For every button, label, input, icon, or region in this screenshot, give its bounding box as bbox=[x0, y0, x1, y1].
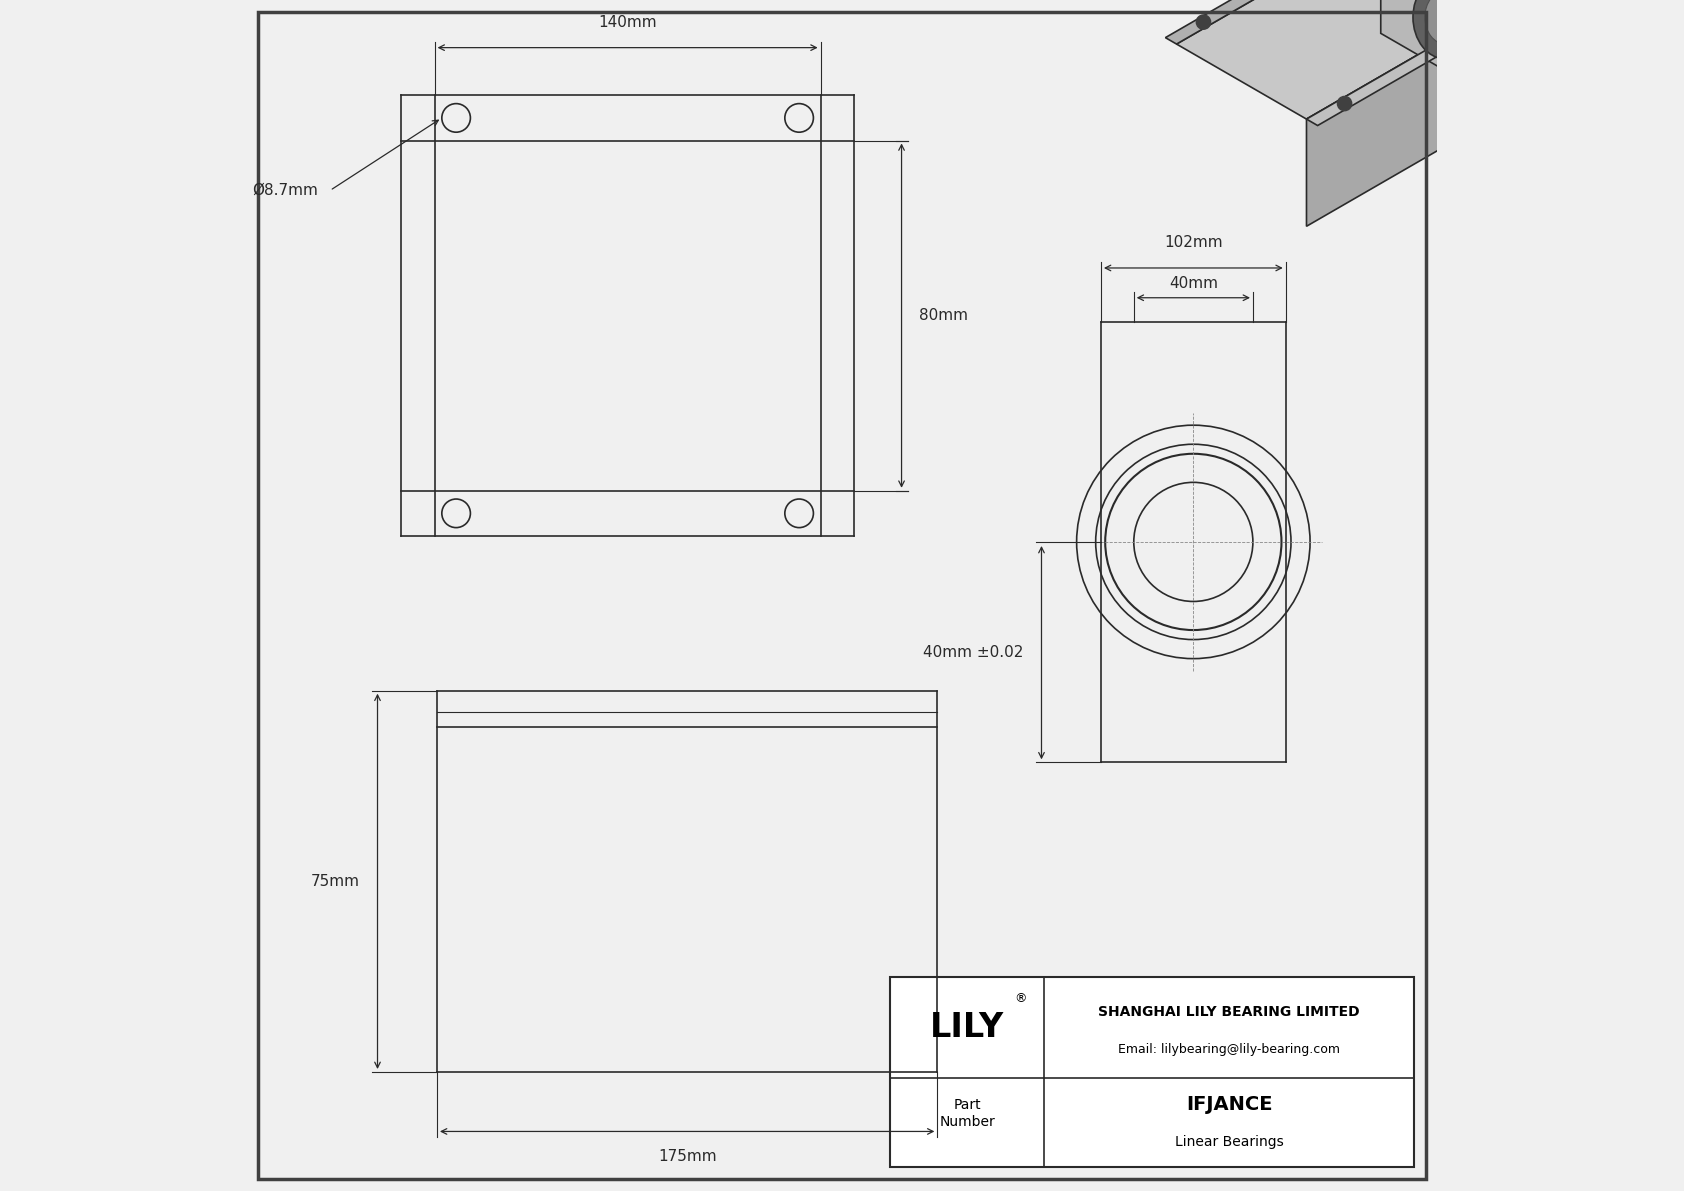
Circle shape bbox=[1196, 15, 1211, 30]
Text: Linear Bearings: Linear Bearings bbox=[1175, 1135, 1283, 1149]
Text: 40mm: 40mm bbox=[1169, 275, 1218, 291]
Text: IFJANCE: IFJANCE bbox=[1186, 1096, 1273, 1114]
Text: Email: lilybearing@lily-bearing.com: Email: lilybearing@lily-bearing.com bbox=[1118, 1043, 1340, 1056]
Polygon shape bbox=[1307, 1, 1522, 125]
Text: 80mm: 80mm bbox=[919, 308, 968, 323]
Text: SHANGHAI LILY BEARING LIMITED: SHANGHAI LILY BEARING LIMITED bbox=[1098, 1005, 1361, 1019]
Bar bbox=[889, 977, 1413, 1167]
Text: Ø8.7mm: Ø8.7mm bbox=[253, 183, 318, 198]
Text: 75mm: 75mm bbox=[310, 874, 360, 888]
Text: ®: ® bbox=[1014, 992, 1027, 1005]
Text: Part
Number: Part Number bbox=[940, 1098, 995, 1129]
Polygon shape bbox=[1307, 1, 1511, 226]
Ellipse shape bbox=[1425, 0, 1467, 44]
Polygon shape bbox=[1165, 0, 1381, 44]
Circle shape bbox=[1477, 15, 1490, 30]
Polygon shape bbox=[1381, 0, 1511, 108]
Text: 175mm: 175mm bbox=[658, 1149, 716, 1165]
Polygon shape bbox=[1177, 0, 1511, 119]
Text: 40mm ±0.02: 40mm ±0.02 bbox=[923, 644, 1024, 660]
Circle shape bbox=[1337, 96, 1352, 111]
Ellipse shape bbox=[1413, 0, 1479, 58]
Text: LILY: LILY bbox=[930, 1011, 1004, 1043]
Text: 102mm: 102mm bbox=[1164, 235, 1223, 250]
Text: 140mm: 140mm bbox=[598, 14, 657, 30]
